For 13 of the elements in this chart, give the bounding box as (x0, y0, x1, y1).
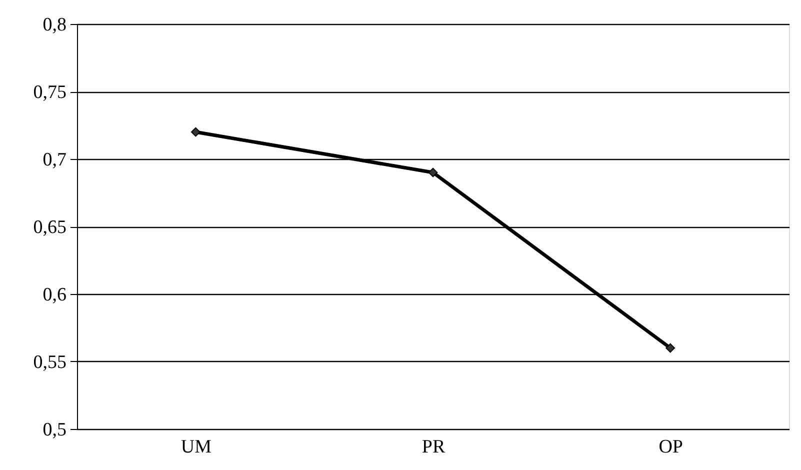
y-tick-label: 0,6 (42, 284, 66, 306)
x-tick-label: PR (422, 436, 446, 458)
point (428, 168, 438, 178)
x-tick-label: OP (658, 436, 683, 458)
y-tick-label: 0,55 (33, 352, 66, 373)
y-tick-label: 0,5 (42, 420, 66, 440)
x-tick-label: UM (180, 436, 212, 458)
point (666, 343, 676, 353)
point (190, 127, 200, 137)
y-tick-label: 0,65 (33, 217, 66, 238)
y-tick-label: 0,7 (42, 150, 66, 170)
y-tick-label: 0,75 (33, 82, 66, 103)
y-tick-label: 0,8 (42, 14, 66, 36)
